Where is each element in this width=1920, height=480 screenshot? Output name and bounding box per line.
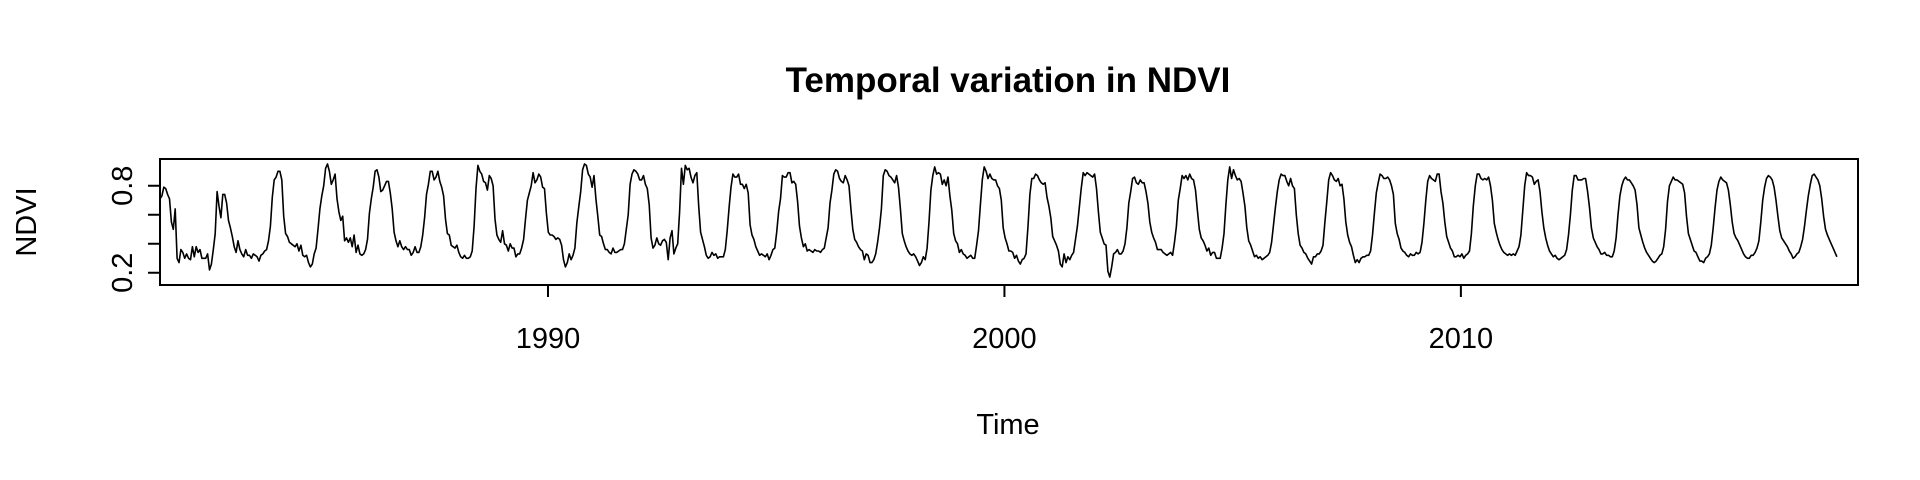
ndvi-series-line	[159, 163, 1838, 278]
x-axis: 1990 2000 2010	[516, 284, 1494, 355]
x-tick-label: 2000	[972, 323, 1037, 355]
y-axis-label: NDVI	[11, 187, 43, 256]
y-axis: 0.2 0.8	[107, 166, 161, 293]
x-tick-label: 1990	[516, 323, 581, 355]
x-tick-label: 2010	[1429, 323, 1494, 355]
y-tick-label: 0.2	[107, 253, 139, 293]
y-tick-label: 0.8	[107, 166, 139, 206]
plot-area-frame	[159, 158, 1859, 286]
chart-title: Temporal variation in NDVI	[786, 61, 1231, 100]
x-axis-label: Time	[976, 409, 1039, 441]
